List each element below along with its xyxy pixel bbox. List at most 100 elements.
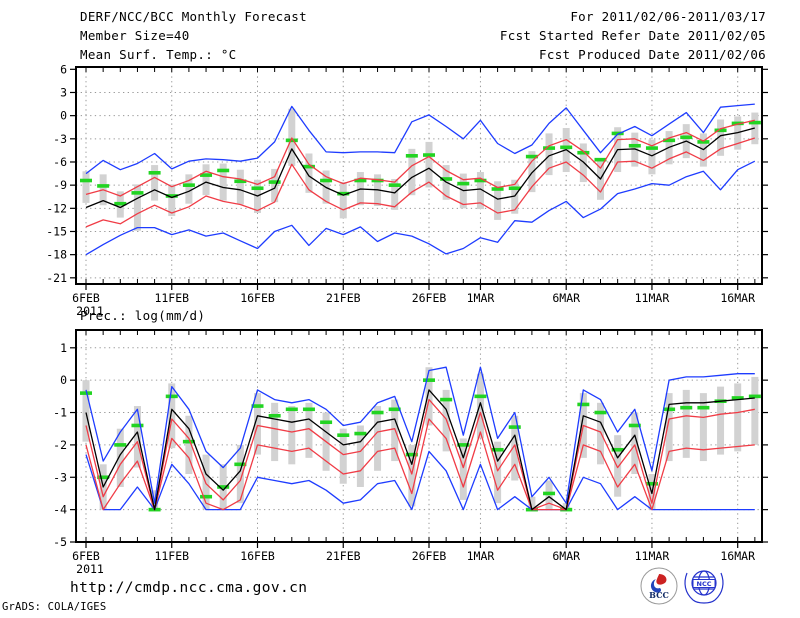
prec-spread-bar: [168, 383, 176, 449]
temp-median-dash: [645, 146, 658, 150]
temp-median-dash: [491, 187, 504, 191]
temp-median-dash: [697, 140, 710, 144]
prec-ensemble-max: [85, 366, 755, 504]
prec-spread-bar: [665, 393, 673, 462]
prec-spread-bar: [511, 415, 519, 481]
temp-ytick-label: -18: [46, 248, 67, 262]
prec-ytick-label: -2: [53, 438, 67, 452]
prec-median-dash: [474, 394, 487, 399]
prec-axis-labels: 1 0 -1 -2 -3 -4 -5 6FEB 11FEB 16FEB 21FEB 26FEB 1MAR…: [53, 341, 755, 576]
temp-median-dash: [148, 170, 161, 175]
temp-lower-red-band: [85, 137, 755, 228]
prec-ytick-label: -3: [53, 470, 67, 484]
temp-median-dash: [405, 154, 418, 158]
temp-ensemble-mean-line: [85, 127, 755, 209]
prec-xtick-label: 1MAR: [467, 549, 495, 563]
prec-xtick-label: 11FEB: [154, 549, 189, 563]
temp-median-dash: [97, 184, 110, 188]
temp-median-dash: [457, 181, 470, 186]
temp-upper-red-band: [85, 119, 755, 197]
temp-spread-bar: [185, 174, 193, 204]
ncc-logo-wreath-left: [684, 572, 694, 601]
prec-median-dash: [302, 407, 315, 412]
temp-frame: [70, 66, 768, 290]
temp-ensemble-max-line: [85, 103, 755, 175]
prec-spread-bar: [374, 406, 382, 471]
prec-xtick-label: 26FEB: [412, 549, 447, 563]
temp-median-dash: [285, 138, 298, 143]
prec-ytick-label: 1: [60, 341, 67, 355]
prec-xtick-label: 6FEB: [72, 549, 100, 563]
temp-spread-bar: [545, 133, 553, 176]
temp-ytick-label: 3: [60, 85, 67, 99]
prec-upper-red-band-line: [85, 398, 755, 511]
temp-xtick-label: 21FEB: [326, 291, 361, 305]
temp-year-sublabel: 2011: [76, 304, 104, 318]
temp-median-dash: [628, 143, 641, 148]
temp-median-dash: [182, 183, 195, 187]
prec-median-dash: [371, 410, 384, 415]
prec-median-dash: [268, 413, 281, 418]
prec-lower-red-band: [85, 418, 755, 511]
prec-spread-bar: [339, 428, 347, 484]
temp-median-dash: [320, 178, 333, 183]
temp-median-dash: [577, 150, 590, 155]
temp-median-dash: [474, 178, 487, 183]
temp-median-dash: [251, 186, 264, 191]
prec-ytick-label: -4: [53, 503, 67, 517]
temp-upper-red-band-line: [85, 119, 755, 197]
prec-median-dash: [234, 462, 247, 467]
prec-median-dash: [165, 394, 178, 399]
temp-ensemble-max: [85, 103, 755, 175]
prec-xtick-label: 16MAR: [720, 549, 755, 563]
prec-ensemble-mean: [85, 389, 755, 511]
temp-xtick-label: 1MAR: [467, 291, 495, 305]
temp-xtick-label: 6FEB: [72, 291, 100, 305]
temp-spread-bar: [425, 141, 433, 188]
temp-panel: 6 3 0 -3 -6 -9 -12 -15 -18 -21 6FEB 11FEB 16FEB 21FEB…: [46, 62, 768, 318]
prec-median-dash: [748, 394, 761, 399]
temp-median-dash: [731, 121, 744, 126]
temp-ytick-label: -15: [46, 224, 67, 238]
temp-median-dash: [165, 194, 178, 198]
prec-frame: [70, 329, 768, 548]
prec-spread-bar: [236, 444, 244, 504]
temp-median-dash: [337, 191, 350, 196]
prec-median-dash: [320, 420, 333, 425]
prec-median-dash: [423, 378, 435, 382]
prec-panel-title: Prec.: log(mm/d): [80, 308, 206, 323]
prec-median-dash: [182, 439, 195, 444]
temp-median-dash: [114, 201, 127, 206]
prec-median-dash: [508, 425, 521, 429]
temp-median-dashes: [80, 120, 761, 206]
temp-spread-bar: [168, 184, 176, 217]
prec-spread-bar: [734, 383, 742, 452]
temp-median-dash: [371, 178, 384, 183]
prec-spread-bar: [528, 496, 536, 510]
temp-median-dash: [354, 178, 367, 183]
temp-spread-bar: [133, 184, 141, 231]
temp-xtick-label: 11MAR: [635, 291, 670, 305]
temp-spread-bar: [631, 132, 639, 167]
temp-xtick-label: 16MAR: [720, 291, 755, 305]
temp-spread-bar: [528, 151, 536, 193]
prec-median-dash: [680, 405, 693, 410]
prec-median-dash: [114, 443, 127, 447]
prec-spread-bar: [82, 380, 90, 442]
forecast-period: For 2011/02/06-2011/03/17: [570, 9, 766, 24]
prec-year-sublabel: 2011: [76, 562, 104, 576]
prec-median-dash: [388, 407, 401, 412]
prec-spread-bar: [305, 402, 313, 458]
prec-spread-bar: [133, 406, 141, 468]
temp-median-dash: [560, 145, 573, 150]
prec-xtick-label: 16FEB: [240, 549, 275, 563]
bcc-logo-red-swirl: [656, 574, 667, 585]
prec-median-dash: [697, 405, 710, 410]
temp-median-dash: [611, 131, 624, 136]
temp-spread-bar: [82, 171, 90, 203]
prec-ensemble-mean-line: [85, 389, 755, 511]
temp-spread-bars: [82, 108, 759, 231]
temp-median-dash: [423, 153, 435, 157]
temp-ensemble-min-line: [85, 160, 756, 256]
prec-median-dash: [251, 404, 264, 408]
